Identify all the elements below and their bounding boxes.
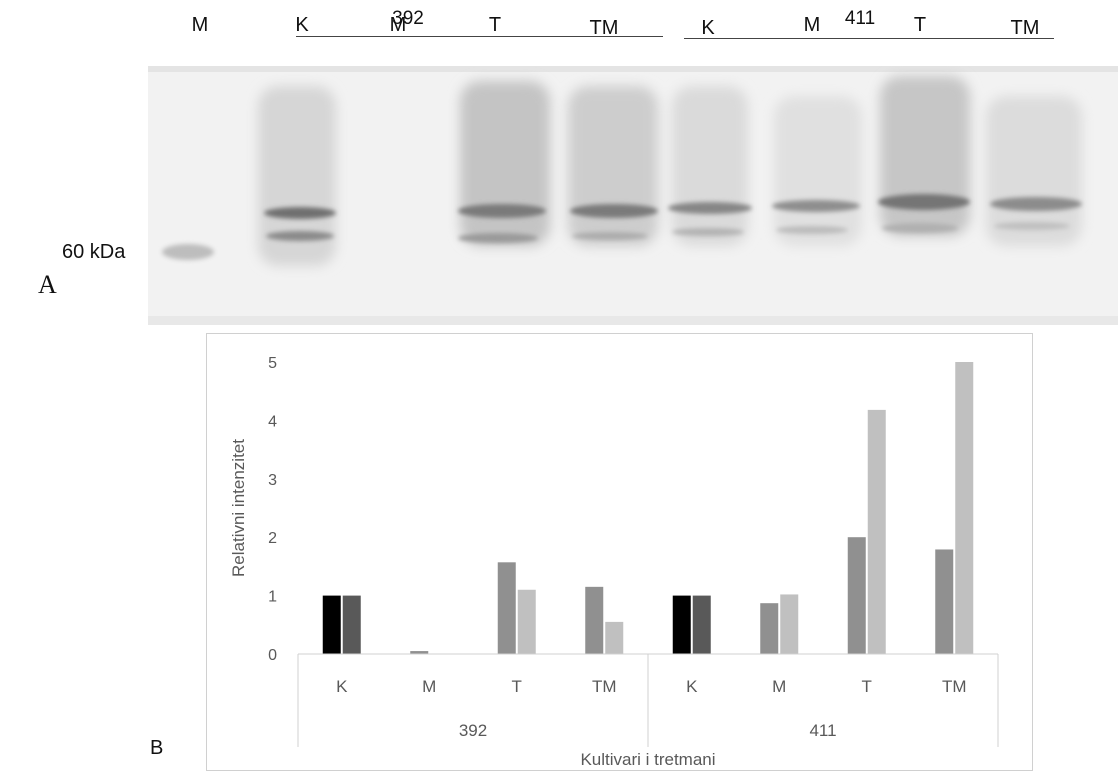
band-411-t-lower [882, 223, 958, 233]
lane-label-411-t: T [913, 14, 927, 36]
x-category-label: T [512, 677, 522, 696]
x-category-label: T [862, 677, 872, 696]
band-392-t-lower [458, 233, 538, 243]
y-axis-title: Relativni intenzitet [229, 439, 248, 577]
band-411-t-upper [878, 194, 970, 210]
x-category-label: K [336, 677, 348, 696]
bar-392-T-2 [517, 589, 536, 654]
gel-group-label-392: 392 [392, 8, 424, 29]
bar-411-T-2 [867, 409, 886, 654]
y-tick-label: 3 [268, 472, 277, 489]
lane-label-392-m: M [389, 14, 407, 36]
gel-group-label-411: 411 [844, 8, 876, 29]
smear-411-k [672, 86, 748, 246]
lane-label-411-k: K [701, 17, 715, 39]
x-category-label: TM [592, 677, 617, 696]
bar-392-TM-1 [585, 586, 604, 654]
relative-intensity-chart: 0 1 2 3 4 5 K M T TM K M T TM 392 411 Relativni inten… [206, 333, 1033, 771]
y-tick-label: 2 [268, 530, 277, 547]
gel-group-rule-392 [296, 36, 663, 37]
x-category-labels: K M T TM K M T TM [336, 677, 966, 696]
band-411-k-lower [672, 228, 744, 236]
x-category-label: M [772, 677, 786, 696]
band-marker-60kda [162, 244, 214, 260]
gel-bottom-edge [148, 316, 1118, 325]
y-tick-label: 1 [268, 589, 277, 606]
bar-392-TM-2 [605, 621, 624, 654]
x-category-label: K [686, 677, 698, 696]
band-392-t-upper [458, 204, 546, 218]
smear-392-t [460, 81, 550, 246]
band-392-tm-upper [570, 204, 658, 218]
smear-411-t [880, 76, 970, 236]
lane-label-392-t: T [488, 14, 502, 36]
band-392-k-upper [264, 207, 336, 219]
bar-411-TM-2 [955, 362, 974, 654]
gel-bands [162, 194, 1082, 260]
band-411-tm-lower [994, 222, 1070, 230]
band-411-m-lower [776, 226, 848, 234]
bar-392-M-1 [410, 651, 429, 654]
band-411-tm-upper [990, 197, 1082, 211]
bar-411-M-2 [780, 594, 799, 654]
bar-411-K-1 [672, 595, 691, 654]
band-411-m-upper [772, 200, 860, 212]
gel-group-rule-411 [684, 38, 1054, 39]
band-392-k-lower [266, 231, 334, 241]
bar-392-K-1 [322, 595, 341, 654]
lane-label-392-tm: TM [589, 17, 619, 39]
x-category-label: M [422, 677, 436, 696]
chart-border [206, 333, 1033, 771]
bars-layer [322, 362, 974, 654]
x-group-label: 392 [459, 721, 487, 740]
smear-392-k [258, 86, 336, 266]
smear-392-tm [568, 86, 658, 246]
y-tick-labels: 0 1 2 3 4 5 [268, 355, 277, 664]
y-tick-label: 0 [268, 647, 277, 664]
smear-411-m [774, 96, 862, 246]
x-group-labels: 392 411 [459, 721, 837, 740]
lane-label-392-k: K [295, 14, 309, 36]
bar-411-T-1 [847, 537, 866, 654]
lane-label-411-tm: TM [1010, 17, 1040, 39]
y-tick-label: 5 [268, 355, 277, 372]
bar-411-M-1 [760, 603, 779, 654]
marker-size-label: 60 kDa [62, 241, 126, 263]
lane-label-marker: M [191, 14, 209, 36]
bar-392-T-1 [497, 562, 516, 654]
western-blot-gel [148, 66, 1118, 325]
y-tick-label: 4 [268, 413, 277, 430]
x-axis-title: Kultivari i tretmani [580, 750, 715, 769]
bar-411-K-2 [692, 595, 711, 654]
bar-411-TM-1 [935, 549, 954, 654]
lane-label-411-m: M [803, 14, 821, 36]
gel-top-edge [148, 66, 1118, 72]
panel-a-letter: A [38, 270, 57, 299]
band-392-tm-lower [572, 232, 648, 240]
bar-392-K-2 [342, 595, 361, 654]
x-group-label: 411 [809, 721, 836, 740]
x-category-label: TM [942, 677, 967, 696]
panel-b-letter: B [150, 737, 164, 759]
group-separators [297, 654, 999, 747]
band-411-k-upper [668, 202, 752, 214]
